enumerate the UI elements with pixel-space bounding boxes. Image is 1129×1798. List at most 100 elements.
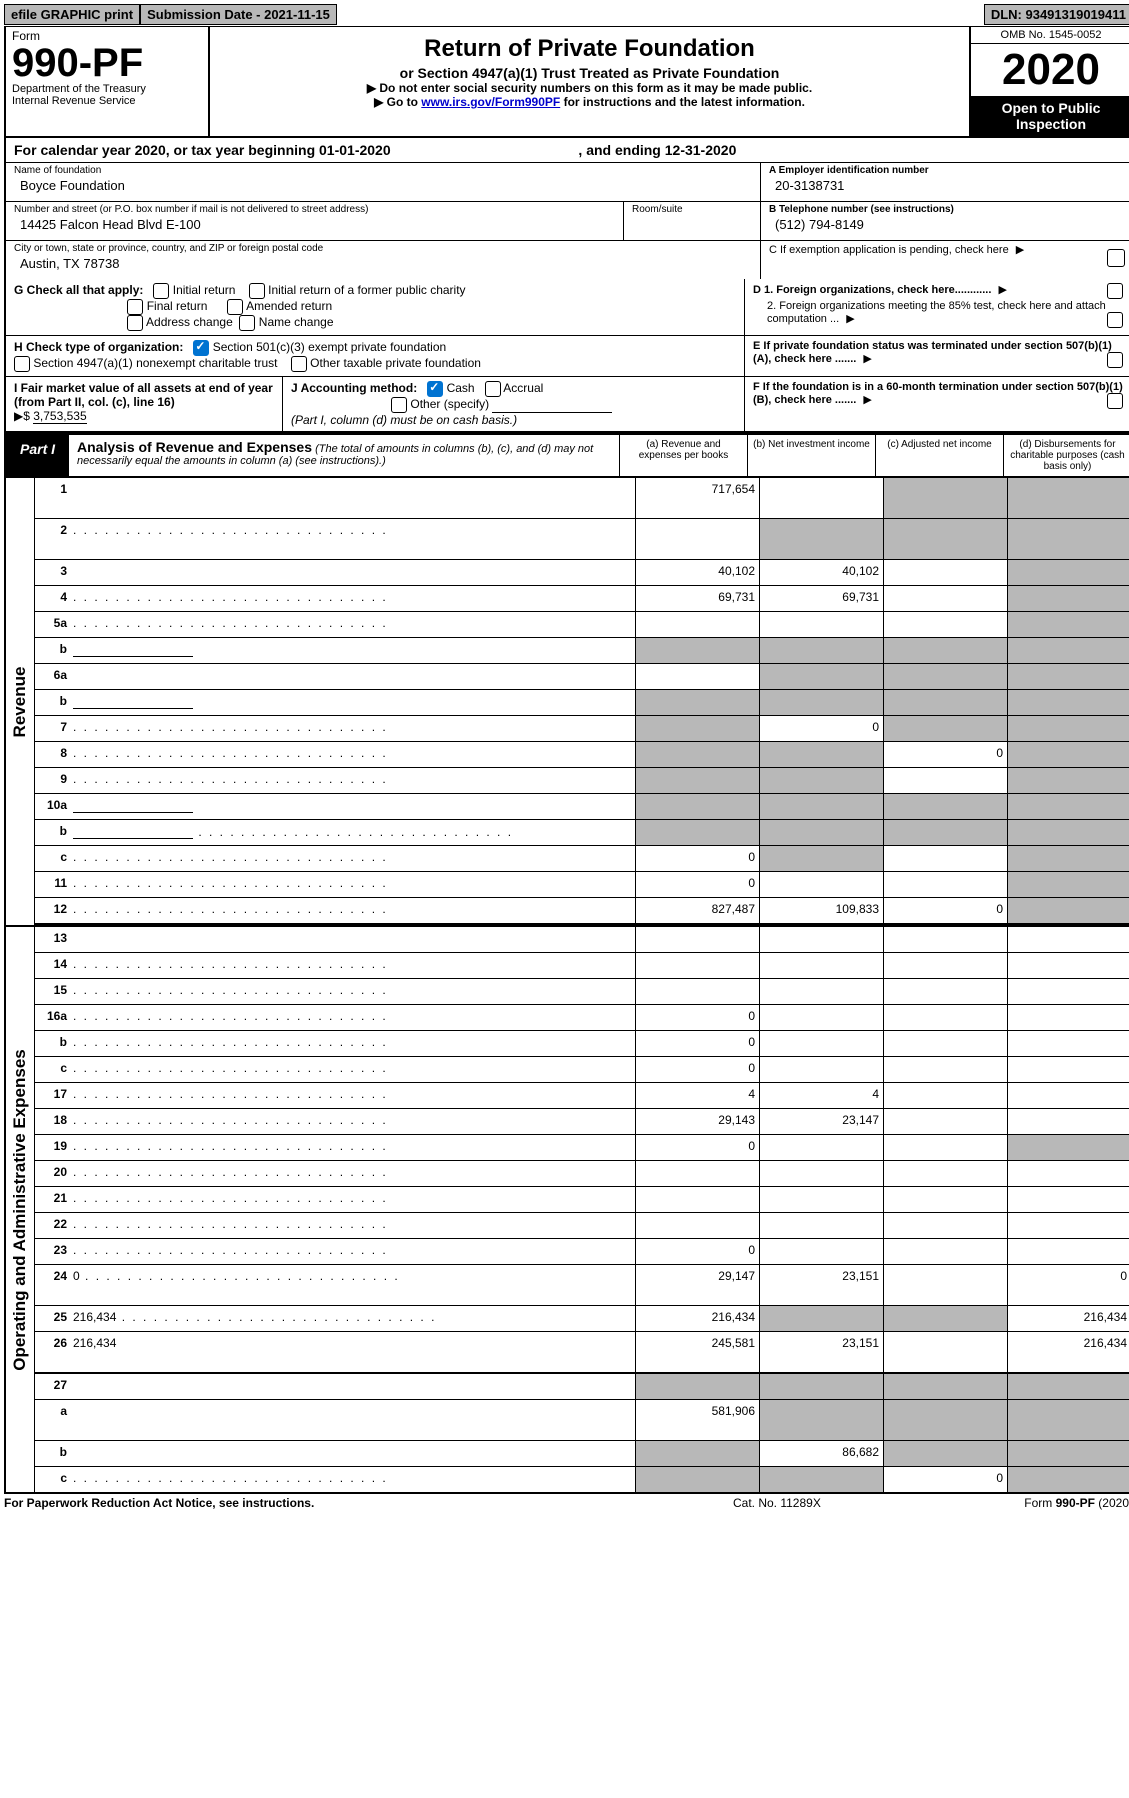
row-desc: [73, 612, 635, 637]
cell-c: [883, 716, 1007, 741]
submission-date: Submission Date - 2021-11-15: [140, 4, 337, 25]
cell-b: [759, 638, 883, 663]
addr-label: Number and street (or P.O. box number if…: [14, 204, 615, 215]
addr-change-checkbox[interactable]: [127, 315, 143, 331]
arrow-icon: ▶: [1016, 243, 1024, 256]
501c3-checkbox[interactable]: [193, 340, 209, 356]
cell-a: 4: [635, 1083, 759, 1108]
row-num: a: [35, 1400, 73, 1440]
table-row: 25216,434216,434216,434: [35, 1306, 1129, 1332]
row-num: 19: [35, 1135, 73, 1160]
row-num: b: [35, 1031, 73, 1056]
cell-d: [1007, 768, 1129, 793]
col-b-hdr: (b) Net investment income: [747, 435, 875, 476]
cell-d: [1007, 690, 1129, 715]
D1-checkbox[interactable]: [1107, 283, 1123, 299]
table-row: 80: [35, 742, 1129, 768]
cell-c: [883, 612, 1007, 637]
phone-label: B Telephone number (see instructions): [769, 204, 1123, 215]
row-desc: [73, 846, 635, 871]
other-method-checkbox[interactable]: [391, 397, 407, 413]
row-desc: [73, 1213, 635, 1238]
cash-checkbox[interactable]: [427, 381, 443, 397]
cell-b: [759, 872, 883, 897]
G-label: G Check all that apply:: [14, 283, 143, 297]
row-desc: [73, 1057, 635, 1082]
cell-b: [759, 664, 883, 689]
row-num: 18: [35, 1109, 73, 1134]
pending-checkbox[interactable]: [1107, 249, 1125, 267]
name-change-checkbox[interactable]: [239, 315, 255, 331]
D2-checkbox[interactable]: [1107, 312, 1123, 328]
foundation-name: Boyce Foundation: [14, 176, 752, 199]
cell-b: [759, 979, 883, 1004]
row-num: 25: [35, 1306, 73, 1331]
amended-checkbox[interactable]: [227, 299, 243, 315]
cell-c: 0: [883, 742, 1007, 767]
E-checkbox[interactable]: [1107, 352, 1123, 368]
final-checkbox[interactable]: [127, 299, 143, 315]
row-desc: [73, 872, 635, 897]
row-num: c: [35, 1057, 73, 1082]
cell-d: [1007, 1005, 1129, 1030]
row-desc: 0: [73, 1265, 635, 1305]
cell-c: [883, 1005, 1007, 1030]
cell-b: [759, 820, 883, 845]
cell-d: [1007, 586, 1129, 611]
cell-a: 0: [635, 1031, 759, 1056]
cell-d: [1007, 1135, 1129, 1160]
row-desc: [73, 664, 635, 689]
cell-a: [635, 1441, 759, 1466]
table-row: b: [35, 820, 1129, 846]
cell-d: [1007, 794, 1129, 819]
cell-c: [883, 1265, 1007, 1305]
cell-a: 216,434: [635, 1306, 759, 1331]
table-row: 27: [35, 1374, 1129, 1400]
row-num: 27: [35, 1374, 73, 1399]
cell-a: [635, 664, 759, 689]
row-desc: [73, 898, 635, 923]
cell-c: [883, 1057, 1007, 1082]
4947-checkbox[interactable]: [14, 356, 30, 372]
cell-d: [1007, 742, 1129, 767]
row-desc: [73, 560, 635, 585]
cell-b: [759, 742, 883, 767]
accrual-checkbox[interactable]: [485, 381, 501, 397]
form-subtitle: or Section 4947(a)(1) Trust Treated as P…: [216, 65, 963, 81]
cell-b: 69,731: [759, 586, 883, 611]
table-row: 9: [35, 768, 1129, 794]
row-desc: [73, 716, 635, 741]
cell-b: 86,682: [759, 1441, 883, 1466]
F-checkbox[interactable]: [1107, 393, 1123, 409]
row-num: 2: [35, 519, 73, 559]
cell-a: [635, 1161, 759, 1186]
row-num: b: [35, 1441, 73, 1466]
cell-d: [1007, 1109, 1129, 1134]
row-num: 3: [35, 560, 73, 585]
other-taxable-checkbox[interactable]: [291, 356, 307, 372]
city: Austin, TX 78738: [14, 254, 752, 277]
row-num: 10a: [35, 794, 73, 819]
fmv-value: 3,753,535: [33, 409, 86, 424]
cell-d: [1007, 1239, 1129, 1264]
room-label: Room/suite: [632, 204, 752, 215]
cell-c: [883, 1306, 1007, 1331]
initial-former-checkbox[interactable]: [249, 283, 265, 299]
row-desc: [73, 927, 635, 952]
form-number: 990-PF: [12, 43, 202, 83]
cell-c: [883, 1332, 1007, 1372]
initial-checkbox[interactable]: [153, 283, 169, 299]
revenue-table: Revenue 1717,6542340,10240,102469,73169,…: [4, 478, 1129, 927]
D1-label: D 1. Foreign organizations, check here..…: [753, 284, 991, 296]
row-I-J-F: I Fair market value of all assets at end…: [4, 377, 1129, 433]
form-link[interactable]: www.irs.gov/Form990PF: [421, 95, 560, 109]
name-label: Name of foundation: [14, 165, 752, 176]
cell-a: [635, 953, 759, 978]
cell-d: 216,434: [1007, 1306, 1129, 1331]
D2-label: 2. Foreign organizations meeting the 85%…: [767, 300, 1106, 325]
cell-d: [1007, 1083, 1129, 1108]
cell-b: [759, 1239, 883, 1264]
cell-c: [883, 519, 1007, 559]
E-label: E If private foundation status was termi…: [753, 340, 1112, 365]
cell-d: [1007, 1213, 1129, 1238]
